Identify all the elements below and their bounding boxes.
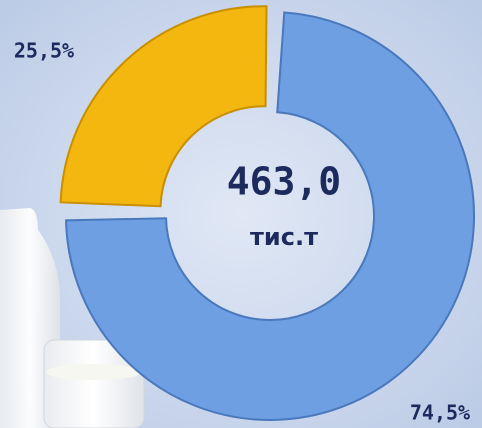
value-label: 74,5% <box>410 401 470 425</box>
center-unit: тис.т <box>250 223 318 251</box>
value-label: 25,5% <box>14 39 74 63</box>
center-value: 463,0 <box>227 160 341 204</box>
chart: 74,5% 25,5% 463,0 тис.т <box>0 0 482 428</box>
